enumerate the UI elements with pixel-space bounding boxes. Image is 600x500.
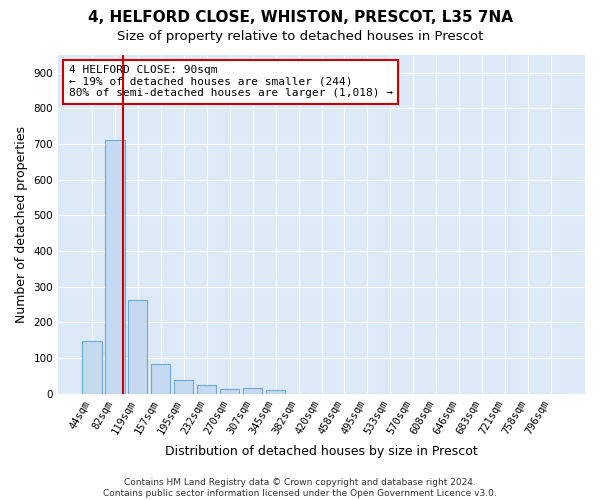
Bar (243, 388, 262, 394)
Text: Contains HM Land Registry data © Crown copyright and database right 2024.
Contai: Contains HM Land Registry data © Crown c… (103, 478, 497, 498)
Bar (174, 380, 193, 394)
Text: 4 HELFORD CLOSE: 90sqm
← 19% of detached houses are smaller (244)
80% of semi-de: 4 HELFORD CLOSE: 90sqm ← 19% of detached… (68, 65, 392, 98)
Text: Size of property relative to detached houses in Prescot: Size of property relative to detached ho… (117, 30, 483, 43)
Bar (220, 389, 239, 394)
Bar (266, 390, 286, 394)
X-axis label: Distribution of detached houses by size in Prescot: Distribution of detached houses by size … (165, 444, 478, 458)
Y-axis label: Number of detached properties: Number of detached properties (15, 126, 28, 323)
Bar (82, 342, 101, 394)
Bar (197, 385, 217, 394)
Bar (128, 300, 148, 394)
Text: 4, HELFORD CLOSE, WHISTON, PRESCOT, L35 7NA: 4, HELFORD CLOSE, WHISTON, PRESCOT, L35 … (88, 10, 512, 25)
Bar (151, 364, 170, 394)
Bar (105, 140, 125, 394)
